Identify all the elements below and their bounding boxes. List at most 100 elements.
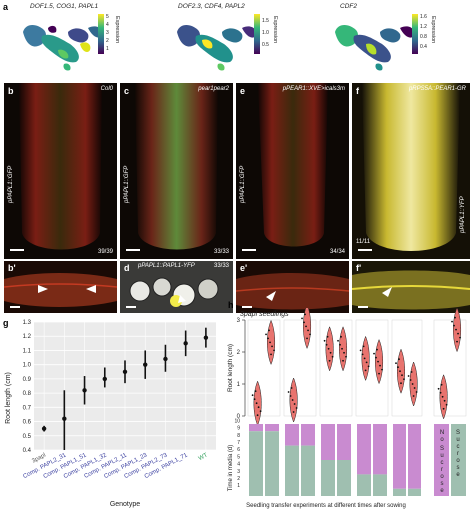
violin — [267, 319, 276, 366]
violin-group — [391, 319, 423, 417]
data-point — [340, 335, 342, 338]
colorbar-tick: 1.0 — [262, 30, 269, 36]
panel-label-a: a — [3, 2, 9, 12]
data-point — [399, 370, 401, 373]
data-point — [363, 357, 366, 360]
violin — [289, 377, 298, 423]
panel-label-f-prime: f' — [356, 263, 362, 273]
data-point — [41, 426, 47, 431]
data-point — [289, 395, 292, 397]
data-point — [456, 340, 458, 343]
data-point — [409, 379, 412, 381]
data-point — [271, 345, 273, 348]
genotype-label: pPEAR1::XVE>icals3m — [282, 86, 345, 92]
data-point — [377, 360, 379, 363]
data-point — [413, 387, 416, 389]
sucrose-label-char: N — [440, 430, 444, 436]
chart-title: 3papl seedlings — [240, 311, 289, 318]
y-tick-label: 0.6 — [23, 420, 32, 426]
y-tick-label: 1.0 — [23, 363, 32, 369]
umap-title: DOF1.5, COG1, PAPL1 — [30, 3, 99, 10]
data-point — [459, 336, 461, 339]
sucrose-label-char: S — [456, 430, 460, 436]
data-point — [381, 368, 383, 371]
bar-segment-top — [285, 424, 299, 446]
micrograph-f: f pRPS5A::PEAR1-GR pPAPL1::YFP 11/11 — [352, 83, 470, 259]
colorbar-label: Expression — [114, 16, 120, 44]
bar-segment-bottom — [337, 460, 351, 496]
sucrose-label-char: u — [456, 437, 459, 443]
micrograph-b: b Col0 pPAPL1::GFP 39/39 — [4, 83, 117, 259]
data-point — [303, 321, 305, 324]
data-point — [373, 352, 375, 355]
group-frame — [391, 319, 423, 417]
y-tick-label: 0.9 — [23, 377, 32, 383]
y-tick-label: 4 — [237, 462, 240, 468]
data-point — [375, 356, 377, 359]
no-sucrose-bar — [434, 424, 449, 496]
data-point — [270, 353, 272, 356]
data-point — [326, 335, 329, 338]
data-point — [290, 387, 293, 389]
data-point — [379, 364, 381, 367]
y-tick-label: 3 — [237, 318, 241, 324]
umap-plot — [335, 25, 415, 71]
bar-segment-top — [408, 424, 421, 489]
reporter-label: pPAPL1::YFP — [460, 196, 466, 233]
data-point — [395, 362, 397, 365]
data-point — [437, 387, 440, 390]
violin — [453, 308, 462, 353]
bar-segment-top — [321, 424, 335, 460]
reporter-label: pPAPL1::GFP — [240, 165, 246, 203]
sucrose-label-char: o — [440, 437, 444, 443]
data-point — [415, 391, 418, 393]
bar-segment-bottom — [408, 488, 421, 496]
sucrose-label-char: o — [456, 458, 460, 464]
sucrose-label-char: S — [440, 446, 444, 452]
panel-label-h: h — [228, 300, 234, 310]
data-point — [398, 358, 400, 361]
data-point — [365, 361, 368, 364]
colorbar-tick: 5 — [106, 14, 109, 20]
data-point — [291, 399, 294, 401]
panel-label-c: c — [124, 86, 130, 96]
sucrose-label-char: o — [440, 474, 444, 480]
data-point — [407, 375, 410, 377]
bar-segment-bottom — [301, 445, 315, 496]
data-point — [325, 343, 328, 346]
data-point — [273, 349, 275, 352]
data-point — [143, 362, 148, 367]
bar-segment-top — [301, 424, 315, 446]
sucrose-bar — [451, 424, 466, 496]
violin — [325, 326, 334, 372]
x-axis-label: Seedling transfer experiments at differe… — [246, 503, 406, 509]
colorbar-tick: 1.5 — [262, 18, 269, 24]
data-point — [445, 403, 448, 406]
data-point — [451, 320, 453, 323]
bar-segment-top — [357, 424, 371, 475]
sucrose-label-char: e — [456, 472, 460, 478]
data-point — [268, 329, 270, 332]
data-point — [410, 371, 413, 373]
data-point — [453, 324, 455, 327]
y-tick-label: 0.4 — [23, 448, 32, 454]
group-frame — [247, 319, 281, 417]
colorbar — [254, 14, 260, 54]
colorbar-tick: 2 — [106, 38, 109, 44]
data-point — [305, 325, 307, 328]
y-axis-label: Root length (cm) — [5, 372, 12, 424]
data-point — [400, 382, 402, 385]
data-point — [62, 416, 67, 421]
data-point — [287, 391, 290, 393]
data-point — [329, 351, 332, 354]
data-point — [454, 316, 456, 319]
bar-segment-bottom — [265, 431, 279, 496]
bar-segment-bottom — [393, 488, 406, 496]
data-point — [255, 402, 258, 405]
data-point — [163, 356, 168, 362]
violin-group — [247, 319, 281, 426]
count-label: 11/11 — [356, 239, 371, 245]
sucrose-label-char: r — [457, 451, 459, 457]
count-label: 34/34 — [329, 249, 345, 255]
y-tick-label: 2 — [237, 350, 241, 356]
